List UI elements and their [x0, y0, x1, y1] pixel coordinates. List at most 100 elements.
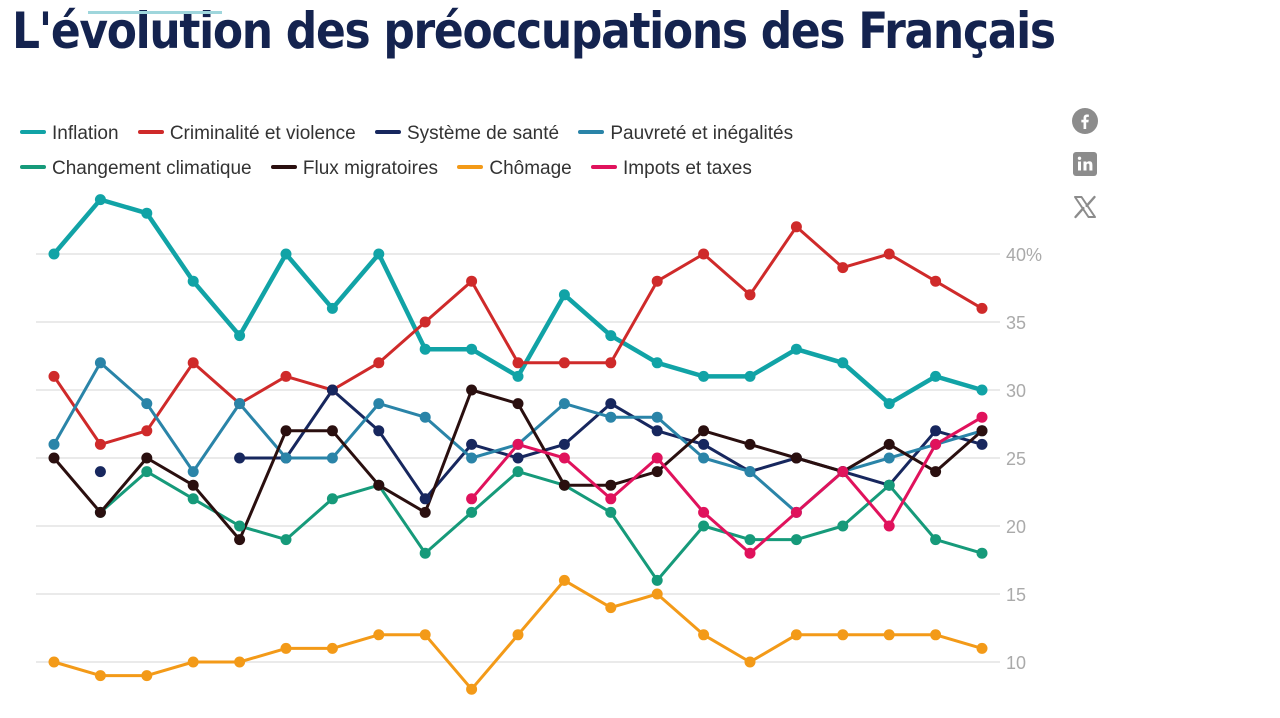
legend-swatch — [270, 164, 297, 169]
data-point — [234, 330, 246, 342]
legend-item-impots[interactable]: Impots et taxes — [591, 151, 752, 186]
data-point — [558, 398, 570, 410]
legend-label: Impots et taxes — [623, 158, 752, 179]
data-point — [326, 493, 338, 505]
data-point — [48, 656, 60, 668]
legend-swatch — [578, 129, 605, 134]
data-point — [141, 466, 153, 478]
data-point — [234, 520, 246, 532]
data-point — [187, 493, 199, 505]
data-point — [466, 275, 478, 287]
data-point — [419, 547, 431, 559]
data-point — [605, 479, 617, 491]
data-point — [651, 275, 663, 287]
data-point — [976, 425, 988, 437]
data-point — [837, 262, 849, 274]
data-point — [930, 438, 942, 450]
legend-item-migrations[interactable]: Flux migratoires — [270, 151, 438, 186]
data-point — [883, 398, 895, 410]
data-point — [187, 479, 199, 491]
legend-item-pauvrete[interactable]: Pauvreté et inégalités — [578, 116, 793, 151]
data-point — [698, 370, 710, 382]
data-point — [698, 452, 710, 464]
series-line — [470, 415, 984, 555]
line-chart: 10 15 20 25 30 35 40% — [36, 194, 1042, 695]
y-tick-label: 35 — [1006, 313, 1026, 333]
data-point — [48, 452, 60, 464]
data-point — [744, 289, 756, 301]
data-point — [326, 642, 338, 654]
data-point — [744, 547, 756, 559]
series-line — [52, 225, 984, 446]
data-point — [94, 194, 106, 206]
legend-swatch — [20, 164, 46, 169]
legend-swatch — [137, 129, 164, 134]
data-point — [419, 506, 431, 518]
data-point — [698, 506, 710, 518]
legend-item-inflation[interactable]: Inflation — [20, 116, 119, 151]
legend-swatch — [20, 129, 46, 134]
data-point — [698, 438, 710, 450]
data-point — [605, 493, 617, 505]
data-point — [883, 520, 895, 532]
data-point — [976, 384, 988, 396]
data-point — [698, 425, 710, 437]
data-point — [698, 248, 710, 260]
data-point — [187, 466, 199, 478]
data-point — [373, 357, 385, 369]
data-point — [883, 248, 895, 260]
data-point — [976, 302, 988, 314]
data-point — [930, 534, 942, 546]
data-point — [94, 670, 106, 682]
data-point — [744, 370, 756, 382]
data-point — [790, 343, 802, 355]
data-point — [280, 425, 292, 437]
series-line — [52, 388, 984, 542]
y-tick-label: 20 — [1006, 517, 1026, 537]
data-point — [512, 357, 524, 369]
legend-item-sante[interactable]: Système de santé — [374, 116, 560, 151]
data-point — [419, 493, 431, 505]
data-point — [558, 574, 570, 586]
data-point — [651, 411, 663, 423]
y-tick-label: 25 — [1006, 449, 1026, 469]
data-point — [651, 574, 663, 586]
legend-label: Système de santé — [406, 123, 560, 144]
data-point — [698, 520, 710, 532]
data-point — [605, 330, 617, 342]
data-point — [373, 629, 385, 641]
data-point — [94, 438, 106, 450]
data-point — [373, 398, 385, 410]
legend-item-climat[interactable]: Changement climatique — [20, 151, 252, 186]
data-point — [790, 506, 802, 518]
data-point — [651, 452, 663, 464]
facebook-icon[interactable] — [1072, 108, 1098, 134]
legend-item-criminalite[interactable]: Criminalité et violence — [137, 116, 356, 151]
y-tick-label: 40% — [1006, 245, 1042, 265]
data-point — [48, 370, 60, 382]
data-point — [605, 357, 617, 369]
data-point — [48, 438, 60, 450]
data-point — [234, 656, 246, 668]
data-point — [883, 452, 895, 464]
data-point — [651, 425, 663, 437]
data-point — [744, 656, 756, 668]
data-point — [512, 438, 524, 450]
data-point — [466, 452, 478, 464]
data-point — [419, 343, 431, 355]
data-point — [280, 452, 292, 464]
x-icon[interactable] — [1072, 194, 1098, 220]
data-point — [976, 547, 988, 559]
data-point — [234, 452, 246, 464]
data-point — [930, 425, 942, 437]
legend-item-chomage[interactable]: Chômage — [457, 151, 572, 186]
data-point — [141, 425, 153, 437]
legend-label: Inflation — [52, 123, 119, 144]
data-point — [790, 452, 802, 464]
data-point — [558, 452, 570, 464]
y-tick-label: 15 — [1006, 585, 1026, 605]
linkedin-icon[interactable] — [1072, 151, 1098, 177]
legend-swatch — [457, 164, 484, 169]
data-point — [790, 221, 802, 233]
data-point — [466, 438, 478, 450]
